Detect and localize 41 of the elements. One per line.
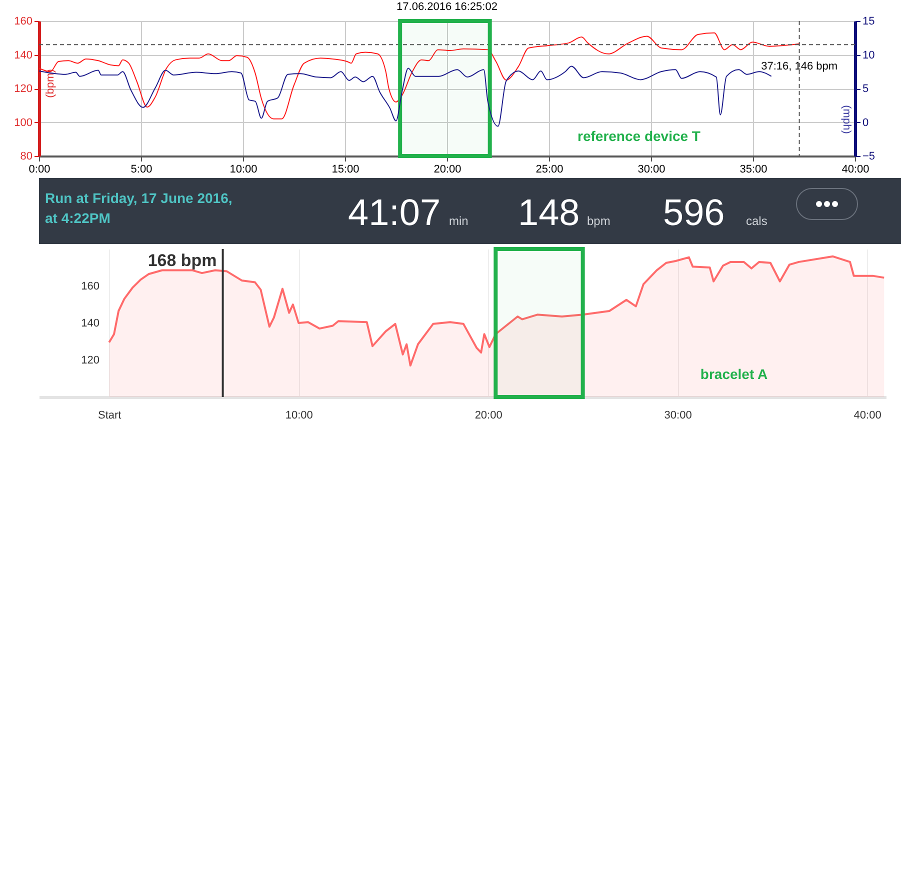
text: Run at Friday, 17 June 2016, at 4:22PM (45, 190, 232, 226)
annotation: reference device T (578, 128, 701, 144)
text: 41:07 (348, 192, 441, 233)
text: 596 (663, 192, 725, 233)
y2-axis-title: (mph) (840, 105, 852, 134)
ref-line-label: 168 bpm (148, 251, 217, 270)
x-tick-label: 30:00 (638, 164, 666, 176)
x-tick-label: 15:00 (332, 164, 360, 176)
x-tick-label: 40:00 (854, 410, 882, 422)
x-tick-label: 10:00 (230, 164, 258, 176)
x-tick-label: 25:00 (536, 164, 564, 176)
x-tick-label: 10:00 (285, 410, 313, 422)
text: 148 (518, 192, 580, 233)
y-tick-label: 100 (14, 116, 32, 129)
chart-title: 17.06.2016 16:25:02 (396, 1, 498, 13)
x-tick-label: Start (98, 410, 122, 422)
y-tick-label: 140 (81, 318, 100, 330)
y2-tick-label: 0 (862, 116, 869, 129)
y-tick-label: 160 (14, 16, 32, 28)
y-tick-label: 80 (20, 150, 32, 162)
y-tick-label: 140 (14, 49, 32, 62)
text: cals (746, 214, 768, 228)
x-tick-label: 20:00 (474, 410, 502, 422)
x-tick-label: 20:00 (434, 164, 462, 176)
y2-tick-label: 15 (862, 16, 875, 28)
annotation: bracelet A (700, 366, 768, 382)
y-axis-title: (bpm) (44, 69, 56, 98)
y-tick-label: 160 (81, 280, 100, 292)
text: bpm (587, 214, 610, 228)
x-tick-label: 0:00 (28, 164, 50, 176)
y-tick-label: 120 (81, 354, 100, 366)
y2-tick-label: −5 (862, 150, 876, 162)
y-tick-label: 120 (14, 83, 32, 95)
text: min (449, 214, 468, 228)
annotation: 37:16, 146 bpm (761, 60, 838, 73)
x-tick-label: 30:00 (664, 410, 692, 422)
y2-tick-label: 10 (862, 49, 875, 62)
x-tick-label: 5:00 (130, 164, 152, 176)
y2-tick-label: 5 (862, 83, 869, 95)
x-tick-label: 35:00 (740, 164, 768, 176)
x-tick-label: 40:00 (842, 164, 870, 176)
